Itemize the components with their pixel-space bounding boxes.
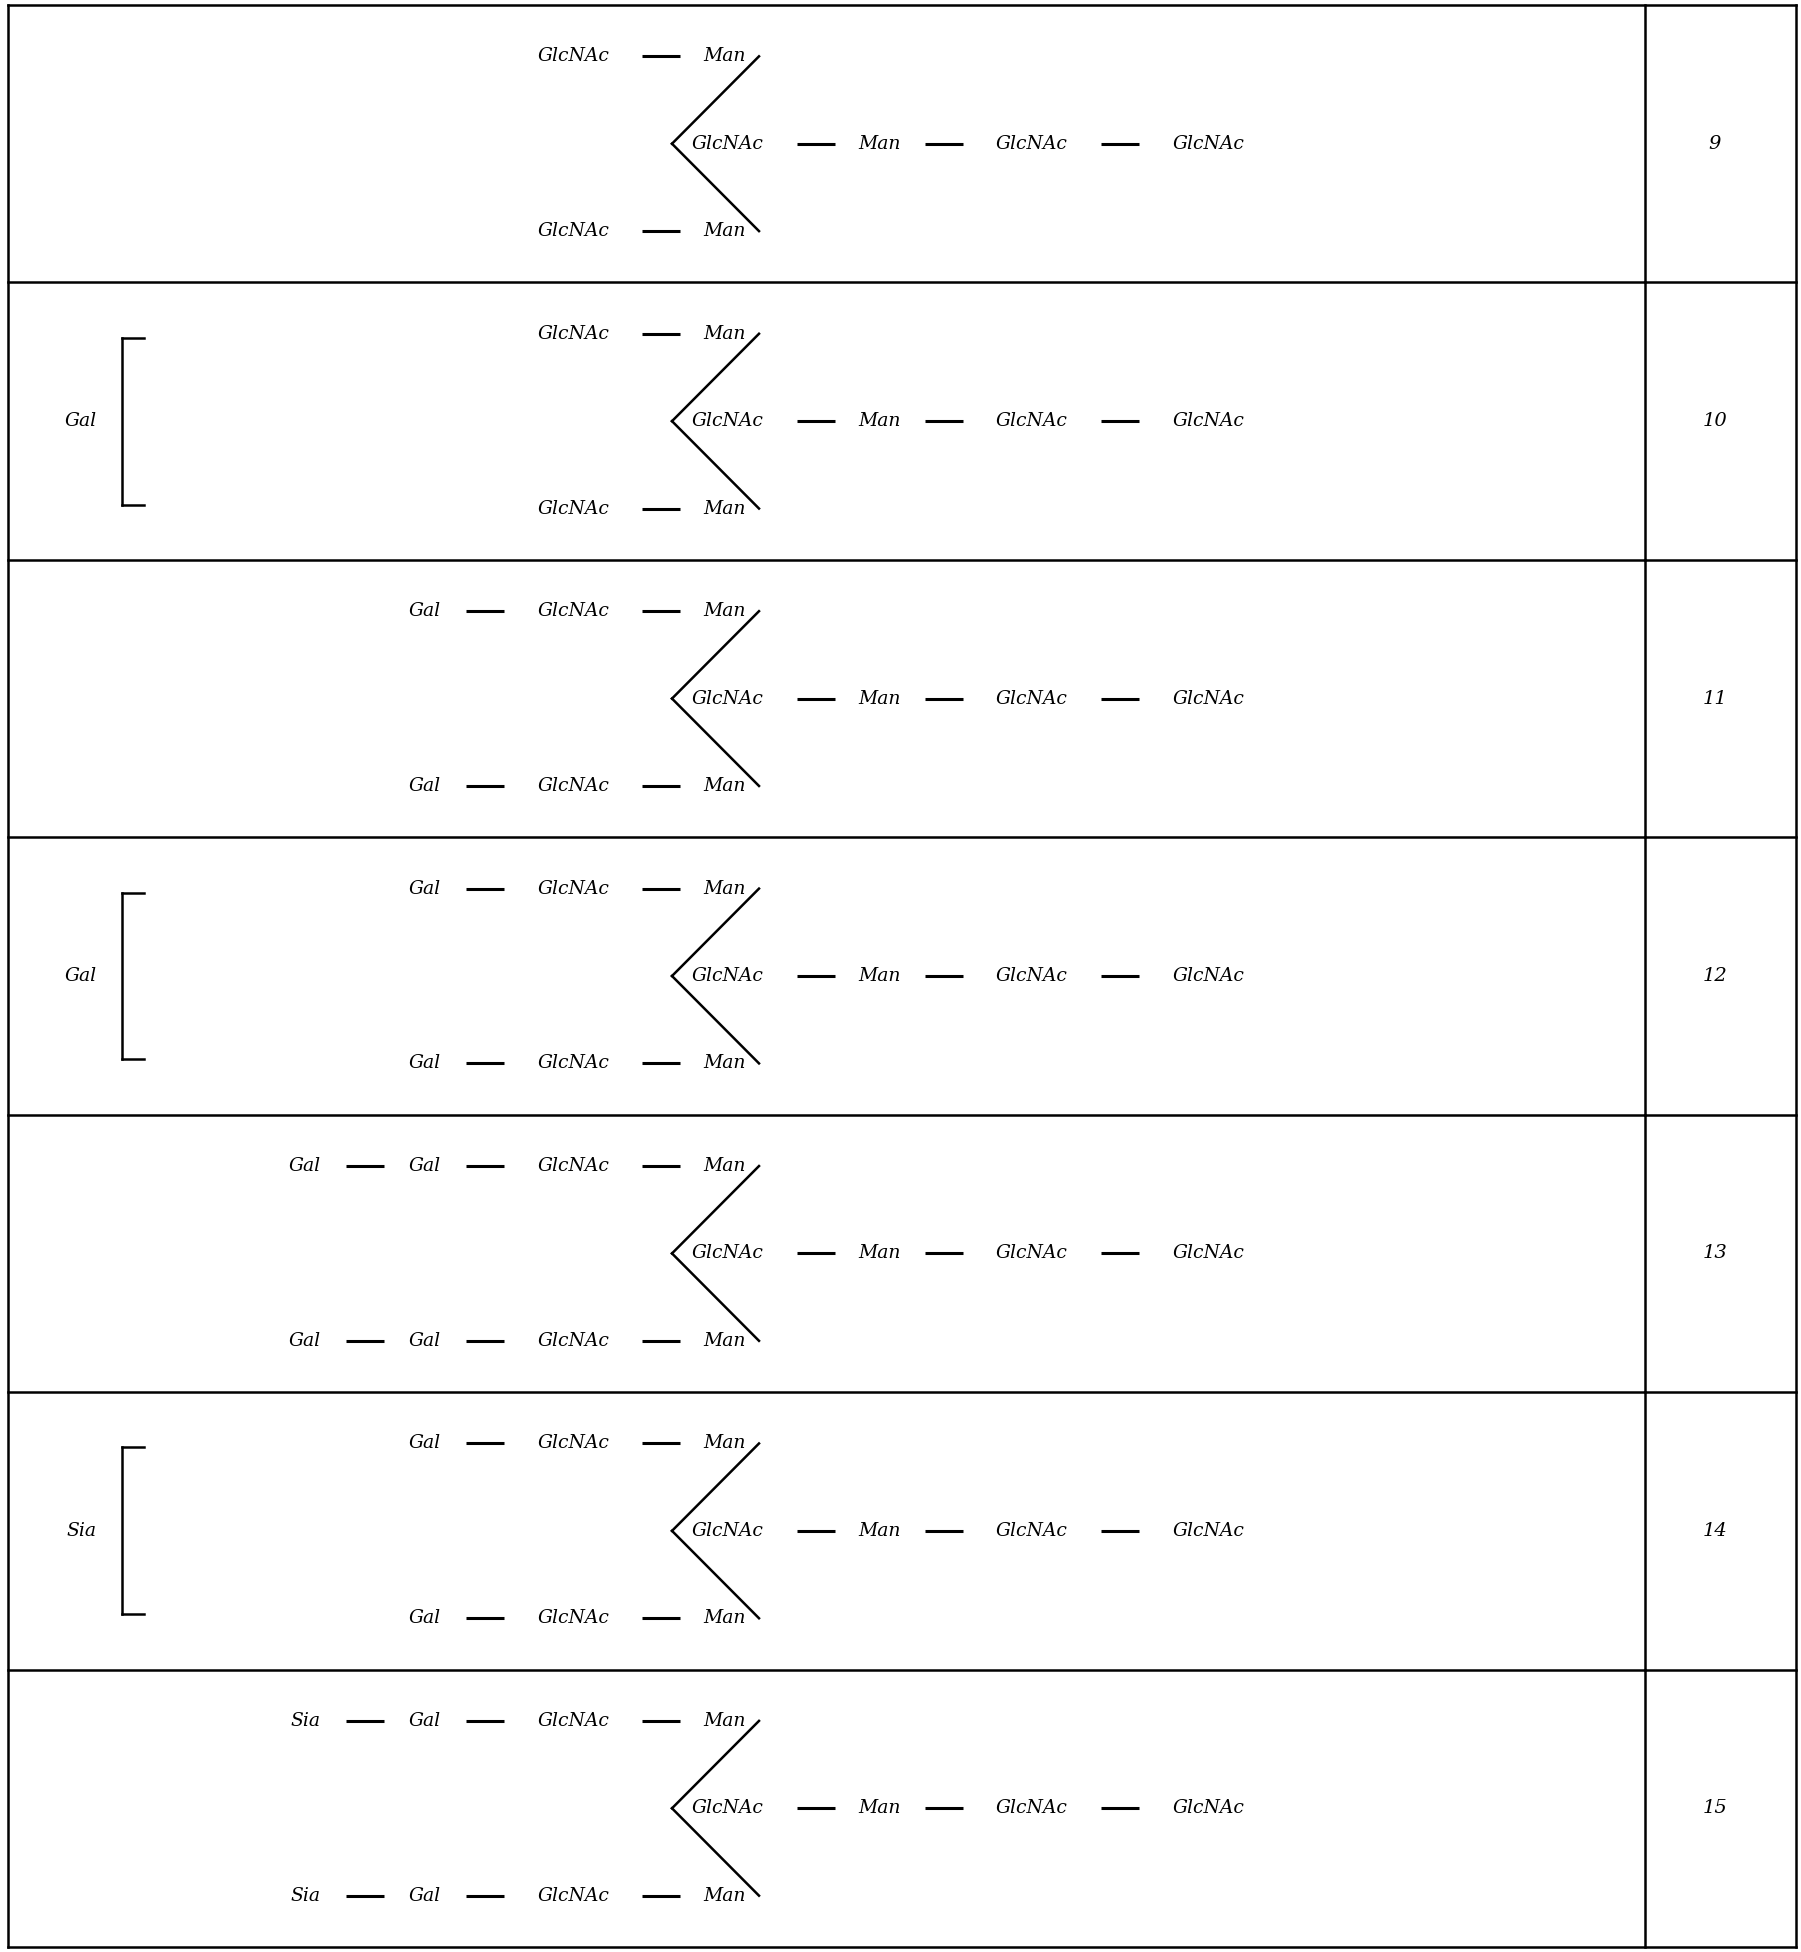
Text: Man: Man: [859, 1800, 900, 1817]
Text: 13: 13: [1702, 1245, 1727, 1263]
Text: Gal: Gal: [409, 1888, 441, 1905]
Text: GlcNAc: GlcNAc: [692, 966, 764, 986]
Text: Gal: Gal: [409, 601, 441, 621]
Text: Man: Man: [704, 1054, 746, 1072]
Text: GlcNAc: GlcNAc: [1172, 689, 1244, 707]
Text: Man: Man: [704, 1331, 746, 1351]
Text: GlcNAc: GlcNAc: [537, 500, 609, 517]
Text: GlcNAc: GlcNAc: [537, 601, 609, 621]
Text: 15: 15: [1702, 1800, 1727, 1817]
Text: Sia: Sia: [290, 1712, 321, 1729]
Text: GlcNAc: GlcNAc: [537, 777, 609, 794]
Text: GlcNAc: GlcNAc: [996, 1800, 1068, 1817]
Text: GlcNAc: GlcNAc: [1172, 966, 1244, 986]
Text: GlcNAc: GlcNAc: [996, 412, 1068, 429]
Text: 12: 12: [1702, 966, 1727, 986]
Text: Gal: Gal: [409, 1158, 441, 1175]
Text: Man: Man: [859, 412, 900, 429]
Text: Gal: Gal: [65, 966, 97, 986]
Text: Man: Man: [704, 777, 746, 794]
Text: Man: Man: [859, 1523, 900, 1540]
Text: GlcNAc: GlcNAc: [692, 689, 764, 707]
Text: 11: 11: [1702, 689, 1727, 707]
Text: GlcNAc: GlcNAc: [996, 689, 1068, 707]
Text: Man: Man: [704, 47, 746, 64]
Text: Man: Man: [859, 1245, 900, 1263]
Text: Gal: Gal: [65, 412, 97, 429]
Text: 9: 9: [1709, 135, 1722, 152]
Text: Man: Man: [704, 223, 746, 240]
Text: GlcNAc: GlcNAc: [537, 324, 609, 344]
Text: 14: 14: [1702, 1523, 1727, 1540]
Text: Sia: Sia: [67, 1523, 95, 1540]
Text: Man: Man: [859, 135, 900, 152]
Text: GlcNAc: GlcNAc: [537, 223, 609, 240]
Text: GlcNAc: GlcNAc: [537, 47, 609, 64]
Text: GlcNAc: GlcNAc: [996, 1245, 1068, 1263]
Text: GlcNAc: GlcNAc: [537, 880, 609, 898]
Text: Gal: Gal: [409, 1435, 441, 1452]
Text: Man: Man: [704, 1712, 746, 1729]
Text: GlcNAc: GlcNAc: [996, 1523, 1068, 1540]
Text: Sia: Sia: [290, 1888, 321, 1905]
Text: Gal: Gal: [409, 1331, 441, 1351]
Text: GlcNAc: GlcNAc: [692, 412, 764, 429]
Text: GlcNAc: GlcNAc: [692, 1523, 764, 1540]
Text: GlcNAc: GlcNAc: [1172, 1800, 1244, 1817]
Text: Man: Man: [704, 880, 746, 898]
Text: GlcNAc: GlcNAc: [1172, 1523, 1244, 1540]
Text: Gal: Gal: [409, 880, 441, 898]
Text: GlcNAc: GlcNAc: [692, 1800, 764, 1817]
Text: Gal: Gal: [288, 1158, 321, 1175]
Text: GlcNAc: GlcNAc: [692, 135, 764, 152]
Text: Man: Man: [704, 324, 746, 344]
Text: Man: Man: [704, 1158, 746, 1175]
Text: GlcNAc: GlcNAc: [996, 135, 1068, 152]
Text: GlcNAc: GlcNAc: [537, 1888, 609, 1905]
Text: Man: Man: [704, 1435, 746, 1452]
Text: Gal: Gal: [409, 1712, 441, 1729]
Text: Man: Man: [704, 1608, 746, 1628]
Text: Man: Man: [704, 1888, 746, 1905]
Text: GlcNAc: GlcNAc: [537, 1435, 609, 1452]
Text: Gal: Gal: [288, 1331, 321, 1351]
Text: Gal: Gal: [409, 1608, 441, 1628]
Text: GlcNAc: GlcNAc: [1172, 135, 1244, 152]
Text: Gal: Gal: [409, 777, 441, 794]
Text: GlcNAc: GlcNAc: [537, 1608, 609, 1628]
Text: 10: 10: [1702, 412, 1727, 429]
Text: GlcNAc: GlcNAc: [537, 1158, 609, 1175]
Text: Gal: Gal: [409, 1054, 441, 1072]
Text: Man: Man: [704, 500, 746, 517]
Text: GlcNAc: GlcNAc: [692, 1245, 764, 1263]
Text: GlcNAc: GlcNAc: [537, 1054, 609, 1072]
Text: Man: Man: [859, 689, 900, 707]
Text: Man: Man: [859, 966, 900, 986]
Text: GlcNAc: GlcNAc: [1172, 1245, 1244, 1263]
Text: GlcNAc: GlcNAc: [1172, 412, 1244, 429]
Text: Man: Man: [704, 601, 746, 621]
Text: GlcNAc: GlcNAc: [537, 1331, 609, 1351]
Text: GlcNAc: GlcNAc: [537, 1712, 609, 1729]
Text: GlcNAc: GlcNAc: [996, 966, 1068, 986]
